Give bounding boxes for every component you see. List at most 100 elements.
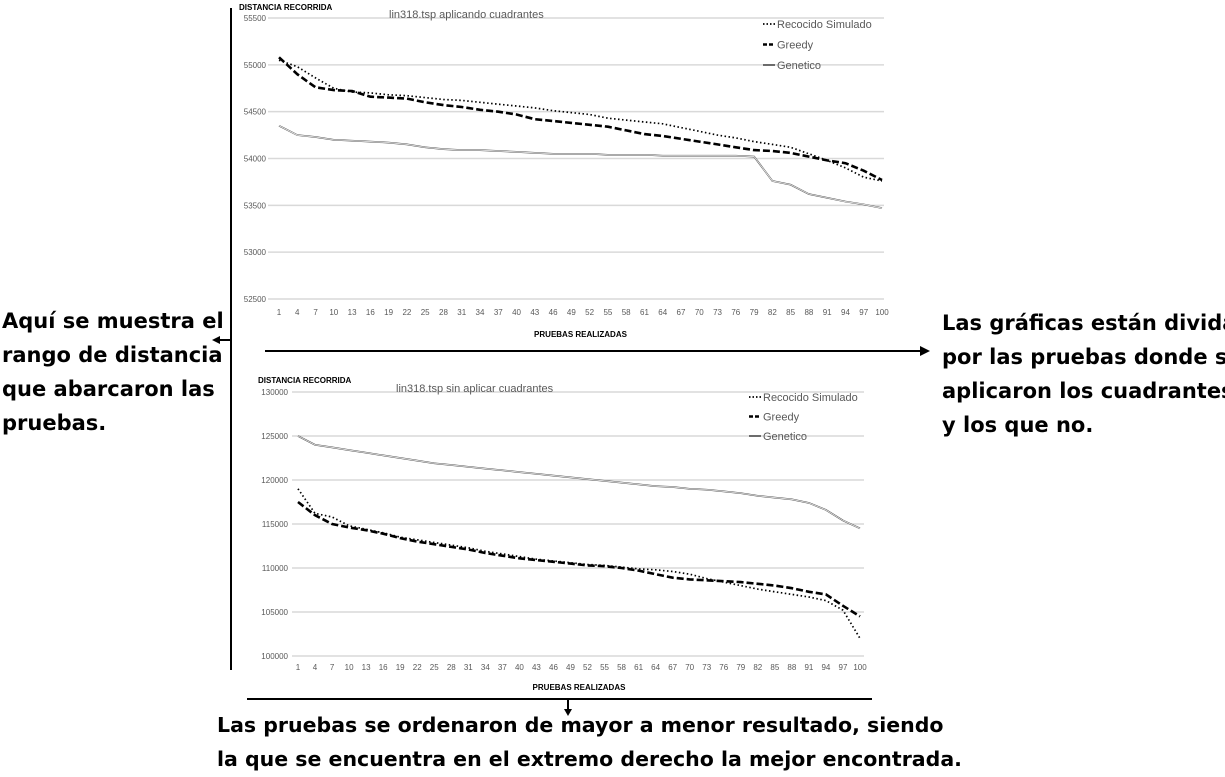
x-tick-label: 97 <box>859 308 868 317</box>
y-tick-label: 54000 <box>244 155 267 164</box>
x-tick-label: 76 <box>731 308 740 317</box>
x-tick-label: 85 <box>786 308 795 317</box>
y-tick-label: 125000 <box>261 432 288 441</box>
series-line-greedy <box>279 57 882 180</box>
y-axis-label: DISTANCIA RECORRIDA <box>258 376 352 385</box>
annotation-left-line: que abarcaron las <box>2 372 224 406</box>
x-tick-label: 52 <box>585 308 594 317</box>
chart-title: lin318.tsp sin aplicar cuadrantes <box>396 383 554 395</box>
x-tick-label: 46 <box>549 308 558 317</box>
annotation-left-line: pruebas. <box>2 406 224 440</box>
x-tick-label: 94 <box>841 308 850 317</box>
x-tick-label: 28 <box>447 663 456 672</box>
x-tick-label: 100 <box>875 308 889 317</box>
series-line-genetico <box>279 126 882 208</box>
y-tick-label: 53500 <box>244 201 267 210</box>
y-tick-label: 130000 <box>261 388 288 397</box>
x-tick-label: 91 <box>823 308 832 317</box>
x-tick-label: 82 <box>768 308 777 317</box>
x-tick-label: 58 <box>622 308 631 317</box>
x-tick-label: 58 <box>617 663 626 672</box>
series-line-genetico-inner <box>298 436 860 528</box>
x-tick-label: 25 <box>430 663 439 672</box>
x-tick-label: 70 <box>695 308 704 317</box>
series-line-greedy <box>298 502 860 616</box>
annotation-left: Aquí se muestra el rango de distancia qu… <box>2 304 224 440</box>
y-tick-label: 53000 <box>244 248 267 257</box>
x-tick-label: 76 <box>719 663 728 672</box>
x-tick-label: 85 <box>770 663 779 672</box>
legend-label-genetico: Genetico <box>777 60 821 72</box>
x-tick-label: 40 <box>512 308 521 317</box>
x-tick-label: 34 <box>476 308 485 317</box>
annotation-right-line: Las gráficas están dividas <box>942 306 1225 340</box>
x-tick-label: 55 <box>603 308 612 317</box>
x-tick-label: 7 <box>330 663 335 672</box>
x-tick-label: 43 <box>530 308 539 317</box>
x-tick-label: 19 <box>396 663 405 672</box>
annotation-right: Las gráficas están dividas por las prueb… <box>942 306 1225 442</box>
x-tick-label: 1 <box>277 308 282 317</box>
legend-label-greedy: Greedy <box>763 412 800 424</box>
x-tick-label: 22 <box>413 663 422 672</box>
x-tick-label: 70 <box>685 663 694 672</box>
legend-label-genetico: Genetico <box>763 431 807 443</box>
x-tick-label: 79 <box>736 663 745 672</box>
x-axis-label: PRUEBAS REALIZADAS <box>534 330 628 339</box>
x-tick-label: 43 <box>532 663 541 672</box>
x-tick-label: 61 <box>634 663 643 672</box>
x-tick-label: 25 <box>421 308 430 317</box>
chart-title: lin318.tsp aplicando cuadrantes <box>389 9 544 21</box>
x-tick-label: 10 <box>329 308 338 317</box>
y-tick-label: 54500 <box>244 108 267 117</box>
x-axis-label: PRUEBAS REALIZADAS <box>533 683 627 692</box>
x-tick-label: 37 <box>494 308 503 317</box>
annotation-bottom-line: Las pruebas se ordenaron de mayor a meno… <box>217 708 962 742</box>
x-tick-label: 34 <box>481 663 490 672</box>
y-tick-label: 55000 <box>244 61 267 70</box>
x-tick-label: 37 <box>498 663 507 672</box>
x-tick-label: 52 <box>583 663 592 672</box>
legend-label-recocido-simulado: Recocido Simulado <box>763 392 858 404</box>
series-line-recocido-simulado <box>279 60 882 181</box>
series-line-genetico-inner <box>279 126 882 208</box>
y-tick-label: 55500 <box>244 14 267 23</box>
y-axis-label: DISTANCIA RECORRIDA <box>239 3 333 12</box>
chart-quadrants: 52500 53000 53500 54000 54500 55000 55500 1 4 7 10… <box>239 3 889 339</box>
x-tick-label: 64 <box>658 308 667 317</box>
x-tick-label: 73 <box>713 308 722 317</box>
annotation-bottom: Las pruebas se ordenaron de mayor a meno… <box>217 708 962 776</box>
x-tick-label: 100 <box>853 663 867 672</box>
y-tick-label: 120000 <box>261 476 288 485</box>
x-tick-label: 49 <box>566 663 575 672</box>
x-tick-label: 13 <box>362 663 371 672</box>
x-tick-label: 4 <box>295 308 300 317</box>
chart-no-quadrants: 100000 105000 110000 115000 120000 125000 1300… <box>258 376 867 692</box>
x-tick-label: 82 <box>753 663 762 672</box>
y-tick-label: 105000 <box>261 608 288 617</box>
x-tick-label: 13 <box>348 308 357 317</box>
x-tick-label: 7 <box>313 308 318 317</box>
y-tick-label: 115000 <box>262 520 289 529</box>
x-tick-label: 31 <box>457 308 466 317</box>
x-tick-label: 10 <box>345 663 354 672</box>
y-tick-label: 110000 <box>262 564 289 573</box>
x-tick-label: 88 <box>787 663 796 672</box>
annotation-left-line: rango de distancia <box>2 338 224 372</box>
x-tick-label: 55 <box>600 663 609 672</box>
legend-label-greedy: Greedy <box>777 40 814 52</box>
annotation-right-line: por las pruebas donde se <box>942 340 1225 374</box>
x-tick-label: 91 <box>804 663 813 672</box>
x-tick-label: 46 <box>549 663 558 672</box>
x-tick-label: 16 <box>379 663 388 672</box>
x-tick-label: 31 <box>464 663 473 672</box>
x-tick-label: 79 <box>750 308 759 317</box>
x-tick-label: 64 <box>651 663 660 672</box>
x-tick-label: 49 <box>567 308 576 317</box>
x-tick-label: 40 <box>515 663 524 672</box>
annotation-right-line: y los que no. <box>942 408 1225 442</box>
annotation-bottom-line: la que se encuentra en el extremo derech… <box>217 742 962 776</box>
y-tick-label: 100000 <box>261 652 288 661</box>
x-tick-label: 73 <box>702 663 711 672</box>
x-tick-label: 94 <box>821 663 830 672</box>
